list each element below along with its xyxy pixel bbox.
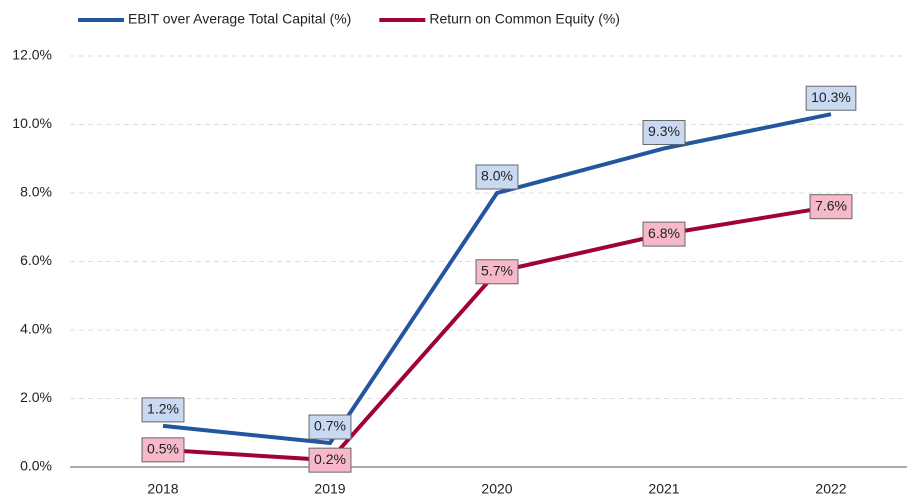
x-tick-label: 2018 [147, 481, 178, 497]
data-label: 6.8% [648, 225, 680, 241]
data-label-box [141, 437, 185, 463]
x-tick-label: 2021 [648, 481, 679, 497]
data-label: 8.0% [481, 168, 513, 184]
data-label: 10.3% [811, 89, 851, 105]
data-label: 7.6% [815, 197, 847, 213]
legend-label: Return on Common Equity (%) [429, 11, 620, 27]
x-tick-label: 2019 [314, 481, 345, 497]
data-label: 0.7% [314, 418, 346, 434]
data-label-box [809, 194, 853, 220]
data-label-box [308, 447, 352, 473]
data-label-box [308, 414, 352, 440]
data-label-box [805, 85, 857, 111]
data-label-box [642, 119, 686, 145]
data-label: 0.2% [314, 451, 346, 467]
x-tick-label: 2022 [815, 481, 846, 497]
series-line [162, 204, 832, 463]
y-tick-label: 10.0% [12, 115, 52, 131]
series-line [162, 112, 832, 446]
legend-label: EBIT over Average Total Capital (%) [128, 11, 351, 27]
data-label-box [475, 164, 519, 190]
data-label: 1.2% [147, 401, 179, 417]
y-tick-label: 2.0% [20, 389, 52, 405]
y-tick-label: 0.0% [20, 458, 52, 474]
data-label: 9.3% [648, 123, 680, 139]
data-label: 0.5% [147, 441, 179, 457]
y-tick-label: 8.0% [20, 184, 52, 200]
y-tick-label: 4.0% [20, 321, 52, 337]
x-tick-label: 2020 [481, 481, 512, 497]
data-label-box [642, 221, 686, 247]
y-tick-label: 6.0% [20, 252, 52, 268]
data-label-box [141, 397, 185, 423]
y-tick-label: 12.0% [12, 47, 52, 63]
data-label: 5.7% [481, 262, 513, 278]
data-label-box [475, 259, 519, 285]
